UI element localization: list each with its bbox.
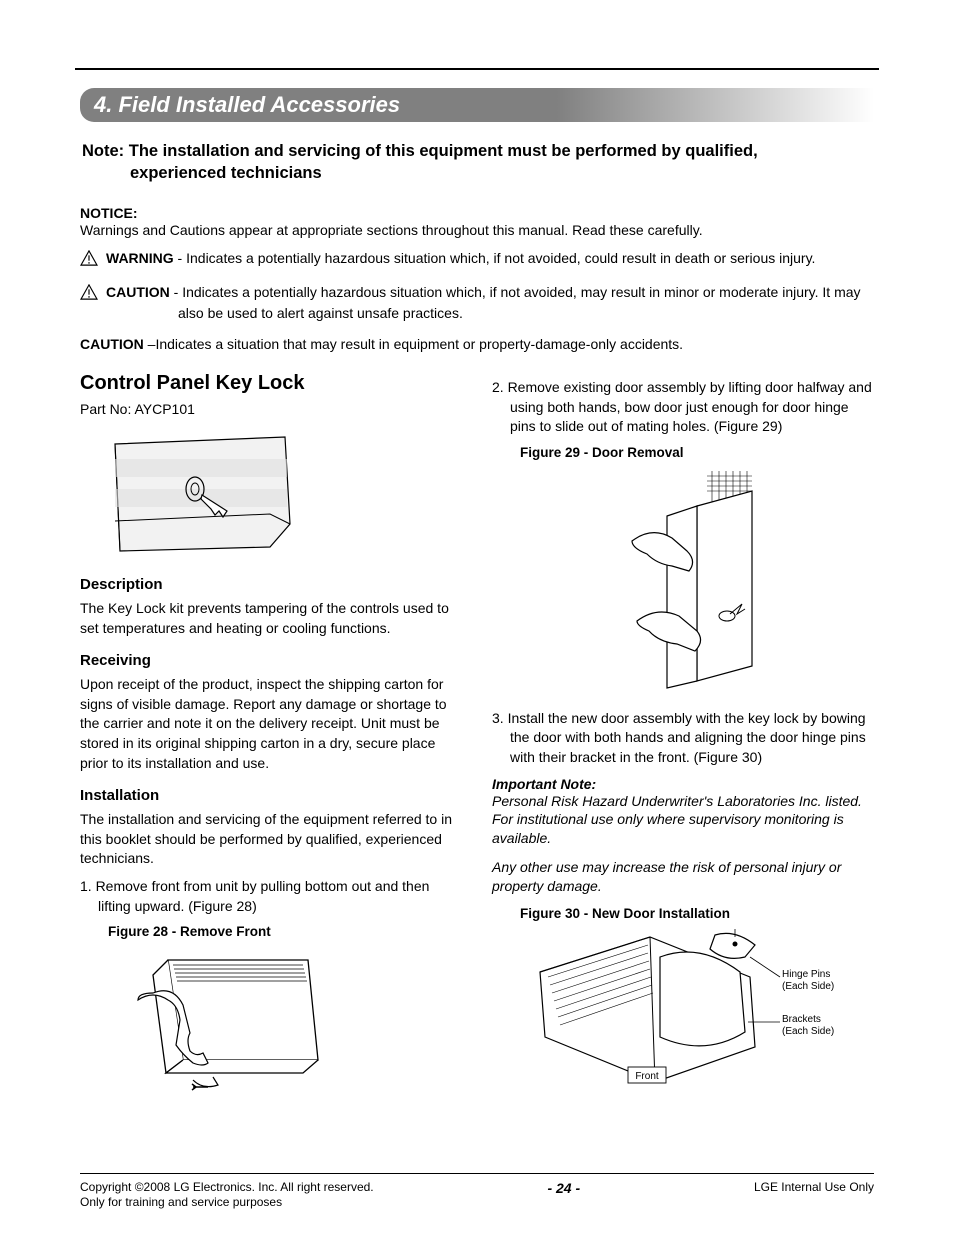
notice-title: NOTICE: bbox=[80, 205, 874, 221]
installation-text: The installation and servicing of the eq… bbox=[80, 810, 462, 869]
label-hinge2: (Each Side) bbox=[782, 981, 834, 992]
right-column: 2. Remove existing door assembly by lift… bbox=[492, 372, 874, 1110]
install-note-line1: Note: The installation and servicing of … bbox=[82, 142, 758, 160]
step-3: 3. Install the new door assembly with th… bbox=[492, 709, 874, 768]
caution1-text2: also be used to alert against unsafe pra… bbox=[106, 302, 874, 323]
keylock-illustration bbox=[100, 429, 462, 562]
caution-triangle-icon bbox=[80, 284, 100, 305]
footer-copyright: Copyright ©2008 LG Electronics. Inc. All… bbox=[80, 1180, 374, 1196]
important-note-body1: Personal Risk Hazard Underwriter's Labor… bbox=[492, 792, 874, 849]
label-brackets: Brackets bbox=[782, 1014, 821, 1025]
page-number: - 24 - bbox=[547, 1180, 580, 1196]
footer-purpose: Only for training and service purposes bbox=[80, 1195, 374, 1211]
figure-30-caption: Figure 30 - New Door Installation bbox=[520, 906, 874, 921]
figure-30-illustration: Front Door Hinge Pins (Each Side) Bracke… bbox=[520, 927, 874, 1100]
description-heading: Description bbox=[80, 576, 462, 593]
page-footer: Copyright ©2008 LG Electronics. Inc. All… bbox=[80, 1173, 874, 1211]
figure-29-caption: Figure 29 - Door Removal bbox=[520, 445, 874, 460]
part-number: Part No: AYCP101 bbox=[80, 401, 462, 417]
warning-row: WARNING - Indicates a potentially hazard… bbox=[80, 249, 874, 271]
section-header: 4. Field Installed Accessories bbox=[80, 88, 874, 122]
install-note: Note: The installation and servicing of … bbox=[80, 140, 874, 185]
label-door: Door bbox=[728, 927, 750, 930]
figure-28-caption: Figure 28 - Remove Front bbox=[108, 924, 462, 939]
warning-text: - Indicates a potentially hazardous situ… bbox=[174, 250, 816, 266]
caution1-text: - Indicates a potentially hazardous situ… bbox=[170, 284, 861, 300]
label-hinge: Hinge Pins bbox=[782, 969, 830, 980]
caution1-label: CAUTION bbox=[106, 284, 170, 300]
warning-triangle-icon bbox=[80, 250, 100, 271]
figure-28-illustration bbox=[108, 945, 462, 1098]
caution2-text: –Indicates a situation that may result i… bbox=[144, 336, 683, 352]
step-1: 1. Remove front from unit by pulling bot… bbox=[80, 877, 462, 916]
step-2: 2. Remove existing door assembly by lift… bbox=[492, 378, 874, 437]
installation-heading: Installation bbox=[80, 787, 462, 804]
caution2-label: CAUTION bbox=[80, 336, 144, 352]
install-note-line2: experienced technicians bbox=[82, 162, 874, 184]
important-note-title: Important Note: bbox=[492, 776, 874, 792]
notice-text: Warnings and Cautions appear at appropri… bbox=[80, 221, 874, 240]
caution-row: CAUTION - Indicates a potentially hazard… bbox=[80, 283, 874, 323]
receiving-heading: Receiving bbox=[80, 652, 462, 669]
footer-internal: LGE Internal Use Only bbox=[754, 1180, 874, 1194]
receiving-text: Upon receipt of the product, inspect the… bbox=[80, 675, 462, 773]
warning-label: WARNING bbox=[106, 250, 174, 266]
left-column: Control Panel Key Lock Part No: AYCP101 bbox=[80, 372, 462, 1110]
description-text: The Key Lock kit prevents tampering of t… bbox=[80, 599, 462, 638]
label-front: Front bbox=[635, 1071, 659, 1082]
figure-29-illustration bbox=[520, 466, 874, 699]
caution2-row: CAUTION –Indicates a situation that may … bbox=[80, 335, 874, 354]
label-brackets2: (Each Side) bbox=[782, 1026, 834, 1037]
control-panel-title: Control Panel Key Lock bbox=[80, 372, 462, 395]
important-note-body2: Any other use may increase the risk of p… bbox=[492, 858, 874, 896]
